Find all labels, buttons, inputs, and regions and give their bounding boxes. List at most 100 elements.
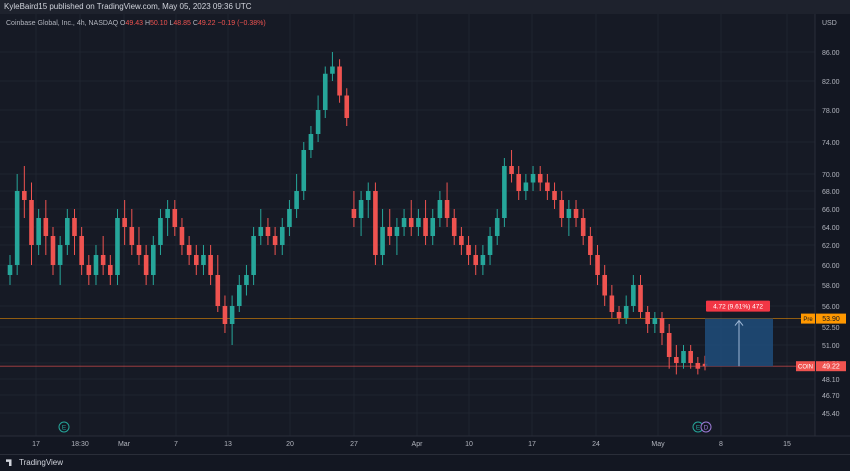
candle-body: [158, 218, 163, 245]
open-label: O: [120, 20, 126, 27]
time-tick-label: 24: [592, 441, 600, 448]
candle-body: [444, 200, 450, 218]
candle-body: [530, 174, 536, 183]
candle-body: [494, 218, 500, 236]
candle-body: [401, 218, 407, 227]
pre-tag-label-bg: [801, 313, 815, 324]
candle-body: [688, 351, 693, 363]
low-value: 48.85: [173, 20, 191, 27]
candle-body: [337, 66, 342, 96]
candle-body: [344, 95, 350, 118]
candle-body: [322, 73, 328, 110]
time-tick-label: May: [651, 441, 665, 448]
candle-body: [7, 265, 13, 275]
candle-body: [695, 363, 701, 369]
candle-body: [509, 166, 514, 174]
candle-body: [387, 227, 393, 236]
time-tick-label: 18:30: [71, 441, 89, 448]
coin-tag-value-bg: [816, 361, 846, 372]
high-value: 50.10: [150, 20, 168, 27]
candle-body: [308, 134, 314, 150]
candle-body: [72, 218, 77, 236]
published-text: KyleBaird15 published on TradingView.com…: [4, 2, 252, 11]
candle-body: [279, 227, 285, 245]
candle-body: [645, 312, 650, 324]
candle-body: [258, 227, 264, 236]
candle-body: [65, 218, 70, 245]
candle-body: [437, 200, 443, 218]
candle-body: [294, 191, 299, 209]
price-tick-label: 56.00: [822, 304, 840, 311]
time-tick-label: Apr: [412, 441, 424, 448]
candle-body: [631, 285, 636, 306]
candle-body: [537, 174, 543, 183]
time-tick-label: 20: [286, 441, 294, 448]
price-tick-label: 52.50: [822, 325, 840, 332]
candle-body: [580, 218, 586, 236]
measure-arrow-head: [734, 319, 744, 326]
candle-body: [674, 357, 679, 363]
price-tick-label: 82.00: [822, 79, 840, 86]
candle-body: [22, 191, 27, 200]
candle-body: [616, 312, 622, 318]
candle-body: [222, 306, 228, 324]
candle-body: [681, 351, 686, 363]
price-tick-label: 62.00: [822, 243, 840, 250]
brand-label: TradingView: [19, 458, 64, 467]
candle-body: [179, 227, 185, 245]
price-tick-label: 60.00: [822, 263, 840, 270]
candle-body: [330, 66, 335, 74]
candle-body: [365, 191, 371, 200]
currency-label: USD: [822, 20, 837, 27]
price-tick-label: 58.00: [822, 283, 840, 290]
pre-tag-value-bg: [816, 313, 846, 324]
price-tick-label: 74.00: [822, 140, 840, 147]
measure-label-box: [706, 300, 770, 312]
chart-area[interactable]: [0, 14, 815, 436]
candle-body: [36, 218, 41, 245]
candle-body: [108, 265, 113, 275]
tradingview-logo[interactable]: TradingView: [6, 458, 63, 467]
high-label: H: [144, 20, 151, 27]
candle-body: [29, 200, 34, 245]
price-tick-label: 51.00: [822, 343, 840, 350]
pre-tag-value: 53.90: [822, 316, 840, 323]
candle-body: [638, 285, 643, 312]
price-tick-label: 70.00: [822, 172, 840, 179]
candle-body: [523, 182, 529, 191]
candle-body: [451, 218, 457, 236]
price-tick-label: 78.00: [822, 108, 840, 115]
open-value: 49.43: [125, 20, 143, 27]
candle-body: [215, 275, 221, 306]
candle-body: [143, 255, 149, 275]
coin-tag-value: 49.22: [822, 364, 840, 371]
price-tick-label: 68.00: [822, 189, 840, 196]
coin-tag-label: COIN: [798, 365, 813, 371]
time-tick-label: 17: [32, 441, 40, 448]
candle-body: [466, 245, 471, 255]
candle-body: [394, 227, 400, 236]
coin-tag-label-bg: [796, 361, 815, 372]
candle-body: [623, 306, 629, 318]
price-tick-label: 46.70: [822, 393, 840, 400]
candle-body: [57, 245, 63, 265]
close-label: C: [192, 20, 198, 27]
time-tick-label: 15: [783, 441, 791, 448]
candle-body: [588, 236, 593, 255]
candle-body: [408, 218, 414, 227]
candle-body: [566, 209, 572, 218]
price-tick-label: 66.00: [822, 207, 840, 214]
earnings-marker-feb-circle: [58, 421, 70, 433]
candle-body: [487, 236, 493, 255]
candle-body: [43, 218, 49, 236]
candle-body: [602, 275, 607, 296]
candle-body: [652, 318, 658, 324]
time-tick-label: 7: [174, 441, 178, 448]
symbol-name: Coinbase Global, Inc., 4h, NASDAQ: [6, 20, 119, 27]
dividend-marker-may-label: D: [704, 425, 709, 432]
candle-body: [609, 295, 615, 312]
candle-body: [100, 255, 106, 265]
candle-body: [423, 218, 428, 236]
candle-body: [552, 191, 557, 200]
